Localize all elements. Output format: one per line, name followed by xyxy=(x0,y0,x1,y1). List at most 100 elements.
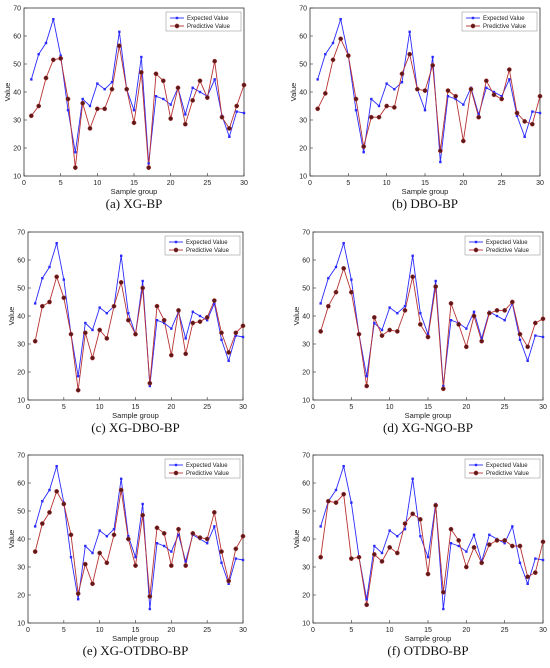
x-tick-label: 0 xyxy=(22,180,26,187)
predictive-value-point xyxy=(341,266,347,271)
expected-value-point xyxy=(155,542,159,545)
y-axis-label: Value xyxy=(7,530,16,549)
predictive-value-point xyxy=(333,289,339,295)
predictive-value-point xyxy=(460,138,466,144)
y-tick-label: 30 xyxy=(17,565,25,572)
predictive-value-point xyxy=(494,308,500,313)
predictive-value-point xyxy=(190,531,196,536)
chart-panel: 10 20 30 40 50 60 70 0 5 10 15 20 25 30 Sample group Va… xyxy=(292,230,547,436)
expected-value-point xyxy=(350,278,353,281)
predictive-value-point xyxy=(168,563,174,568)
expected-value-point xyxy=(241,558,245,562)
predictive-value-point xyxy=(345,53,351,58)
expected-value-point xyxy=(388,306,391,309)
predictive-value-point xyxy=(425,334,431,340)
expected-value-point xyxy=(354,109,358,112)
predictive-value-point xyxy=(486,310,492,316)
expected-value-point xyxy=(132,109,136,112)
expected-value-point xyxy=(400,81,404,84)
expected-value-point xyxy=(41,500,44,503)
predictive-value-point xyxy=(219,549,224,554)
predictive-value-point xyxy=(104,560,110,566)
x-tick-label: 20 xyxy=(459,180,467,187)
legend-predictive-label: Predictive Value xyxy=(187,24,231,30)
expected-value-point xyxy=(316,78,319,81)
y-tick-label: 60 xyxy=(13,34,21,41)
expected-value-point xyxy=(148,607,152,611)
predictive-value-point xyxy=(506,67,512,72)
expected-value-point xyxy=(526,359,529,362)
predictive-value-point xyxy=(407,51,413,57)
expected-value-point xyxy=(331,41,335,45)
predictive-value-point xyxy=(368,114,374,120)
predictive-value-point xyxy=(330,57,336,63)
predictive-value-point xyxy=(471,313,477,319)
x-tick-label: 15 xyxy=(424,627,432,634)
predictive-value-point xyxy=(491,92,497,98)
expected-value-point xyxy=(462,103,465,106)
expected-value-point xyxy=(411,254,414,257)
expected-value-point xyxy=(91,328,94,332)
x-tick-label: 20 xyxy=(167,627,175,634)
y-axis-label: Value xyxy=(292,307,301,326)
predictive-value-point xyxy=(219,330,224,336)
y-tick-label: 60 xyxy=(17,258,25,265)
predictive-value-point xyxy=(124,86,130,92)
predictive-value-point xyxy=(47,510,52,515)
x-axis-label: Sample group xyxy=(402,187,449,196)
y-tick-label: 20 xyxy=(299,146,307,153)
expected-value-point xyxy=(449,542,453,545)
expected-value-point xyxy=(339,18,342,21)
expected-value-point xyxy=(442,384,445,388)
predictive-value-point xyxy=(116,43,122,49)
expected-value-point xyxy=(84,321,87,325)
legend-expected-marker xyxy=(474,240,478,244)
expected-value-point xyxy=(419,312,422,315)
predictive-value-line xyxy=(30,45,245,168)
x-tick-label: 0 xyxy=(26,404,30,411)
predictive-value-point xyxy=(318,554,324,560)
y-tick-label: 40 xyxy=(17,314,25,321)
predictive-value-point xyxy=(190,98,196,103)
expected-value-point xyxy=(365,375,368,378)
expected-value-point xyxy=(508,78,511,81)
predictive-value-point xyxy=(168,116,174,121)
predictive-value-point xyxy=(32,549,38,554)
x-tick-label: 25 xyxy=(203,627,211,634)
y-tick-label: 70 xyxy=(13,6,21,13)
predictive-value-point xyxy=(333,500,339,505)
expected-value-point xyxy=(324,53,327,56)
expected-value-point xyxy=(319,302,322,305)
x-tick-label: 30 xyxy=(539,404,547,411)
predictive-value-point xyxy=(379,559,385,564)
expected-value-point xyxy=(141,502,144,506)
expected-value-point xyxy=(162,544,166,548)
panel-caption: (f) OTDBO-BP xyxy=(387,643,468,658)
y-tick-label: 70 xyxy=(17,453,25,460)
expected-value-point xyxy=(439,160,442,164)
expected-value-point xyxy=(342,465,345,468)
y-tick-label: 50 xyxy=(17,509,25,516)
expected-value-point xyxy=(33,525,37,528)
expected-value-point xyxy=(76,598,80,601)
expected-value-point xyxy=(44,41,48,45)
predictive-value-point xyxy=(28,113,34,119)
x-tick-label: 10 xyxy=(96,627,104,634)
expected-value-point xyxy=(55,242,58,245)
predictive-value-point xyxy=(509,543,515,549)
expected-value-point xyxy=(228,135,231,138)
predictive-value-point xyxy=(54,489,60,494)
expected-value-line xyxy=(317,17,541,163)
expected-value-point xyxy=(127,312,130,315)
y-tick-label: 20 xyxy=(302,593,310,600)
x-tick-label: 15 xyxy=(424,404,432,411)
predictive-value-point xyxy=(348,289,354,295)
predictive-value-point xyxy=(211,298,217,303)
predictive-value-point xyxy=(240,533,246,539)
predictive-value-point xyxy=(75,387,81,393)
expected-value-point xyxy=(342,242,345,245)
predictive-value-point xyxy=(161,531,167,536)
y-tick-label: 40 xyxy=(302,314,310,321)
predictive-value-point xyxy=(204,536,210,542)
